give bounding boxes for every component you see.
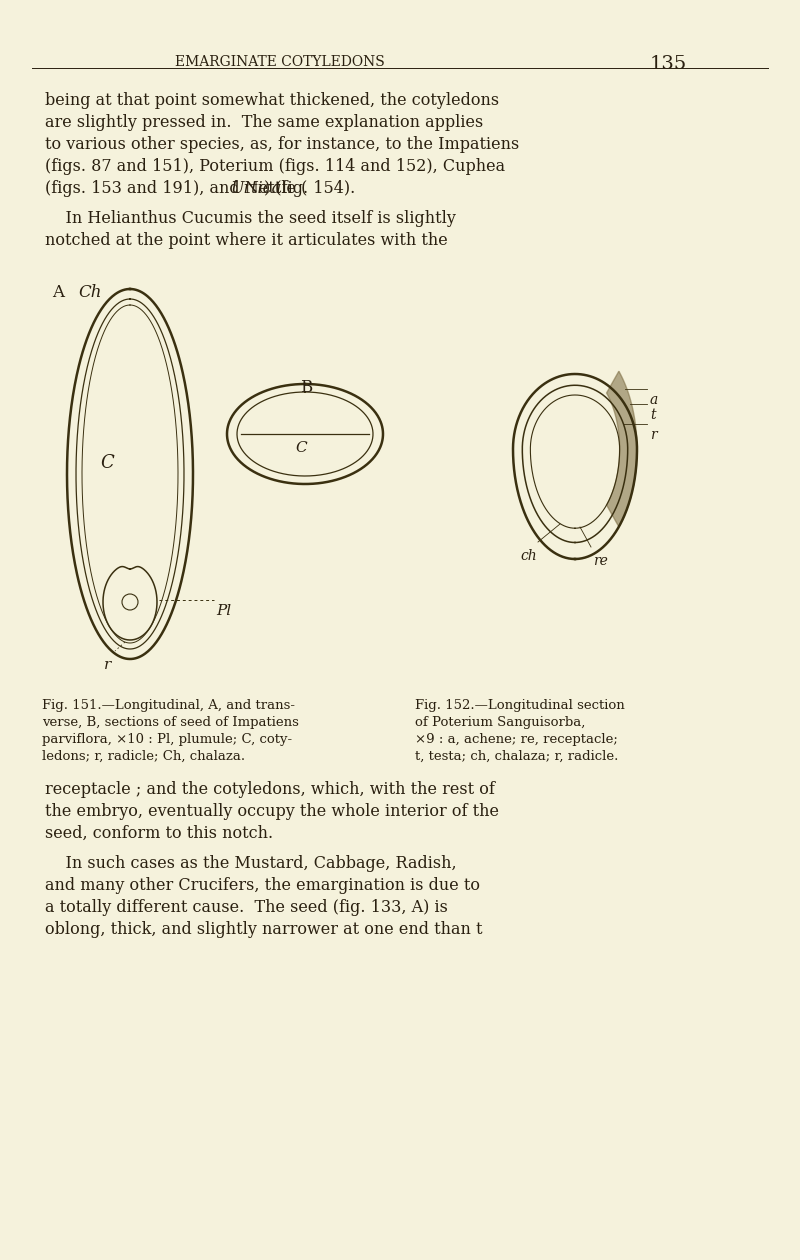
Text: seed, conform to this notch.: seed, conform to this notch.: [45, 825, 273, 842]
Text: t: t: [650, 408, 656, 422]
Text: are slightly pressed in.  The same explanation applies: are slightly pressed in. The same explan…: [45, 113, 483, 131]
Text: ledons; r, radicle; Ch, chalaza.: ledons; r, radicle; Ch, chalaza.: [42, 750, 245, 764]
Text: ch: ch: [520, 549, 537, 563]
Text: ×9 : a, achene; re, receptacle;: ×9 : a, achene; re, receptacle;: [415, 733, 618, 746]
Text: r: r: [650, 428, 657, 442]
Text: Ch: Ch: [78, 284, 102, 301]
Text: receptacle ; and the cotyledons, which, with the rest of: receptacle ; and the cotyledons, which, …: [45, 781, 495, 798]
Text: 135: 135: [650, 55, 687, 73]
Text: ) (fig. 154).: ) (fig. 154).: [264, 180, 355, 197]
Text: Urtica: Urtica: [230, 180, 282, 197]
Text: In such cases as the Mustard, Cabbage, Radish,: In such cases as the Mustard, Cabbage, R…: [45, 856, 457, 872]
Text: parviflora, ×10 : Pl, plumule; C, coty-: parviflora, ×10 : Pl, plumule; C, coty-: [42, 733, 292, 746]
Text: being at that point somewhat thickened, the cotyledons: being at that point somewhat thickened, …: [45, 92, 499, 110]
Text: (figs. 153 and 191), and Nettle (: (figs. 153 and 191), and Nettle (: [45, 180, 307, 197]
Text: In Helianthus Cucumis the seed itself is slightly: In Helianthus Cucumis the seed itself is…: [45, 210, 456, 227]
Text: the embryo, eventually occupy the whole interior of the: the embryo, eventually occupy the whole …: [45, 803, 499, 820]
Text: A: A: [52, 284, 64, 301]
Text: a totally different cause.  The seed (fig. 133, A) is: a totally different cause. The seed (fig…: [45, 898, 448, 916]
Text: (figs. 87 and 151), Poterium (figs. 114 and 152), Cuphea: (figs. 87 and 151), Poterium (figs. 114 …: [45, 158, 505, 175]
Text: r: r: [104, 658, 111, 672]
Text: t, testa; ch, chalaza; r, radicle.: t, testa; ch, chalaza; r, radicle.: [415, 750, 618, 764]
Text: notched at the point where it articulates with the: notched at the point where it articulate…: [45, 232, 448, 249]
Text: verse, B, sections of seed of Impatiens: verse, B, sections of seed of Impatiens: [42, 716, 299, 730]
Text: Pl: Pl: [216, 604, 231, 617]
Text: C: C: [295, 441, 306, 455]
Text: to various other species, as, for instance, to the Impatiens: to various other species, as, for instan…: [45, 136, 519, 152]
Text: a: a: [650, 393, 658, 407]
Text: EMARGINATE COTYLEDONS: EMARGINATE COTYLEDONS: [175, 55, 385, 69]
Text: re: re: [593, 554, 608, 568]
Text: and many other Crucifers, the emargination is due to: and many other Crucifers, the emarginati…: [45, 877, 480, 895]
Polygon shape: [606, 372, 637, 527]
Text: C: C: [100, 454, 114, 472]
Text: Fig. 151.—Longitudinal, A, and trans-: Fig. 151.—Longitudinal, A, and trans-: [42, 699, 295, 712]
Text: B: B: [300, 379, 312, 396]
Text: of Poterium Sanguisorba,: of Poterium Sanguisorba,: [415, 716, 586, 730]
Text: oblong, thick, and slightly narrower at one end than t: oblong, thick, and slightly narrower at …: [45, 921, 482, 937]
Text: Fig. 152.—Longitudinal section: Fig. 152.—Longitudinal section: [415, 699, 625, 712]
